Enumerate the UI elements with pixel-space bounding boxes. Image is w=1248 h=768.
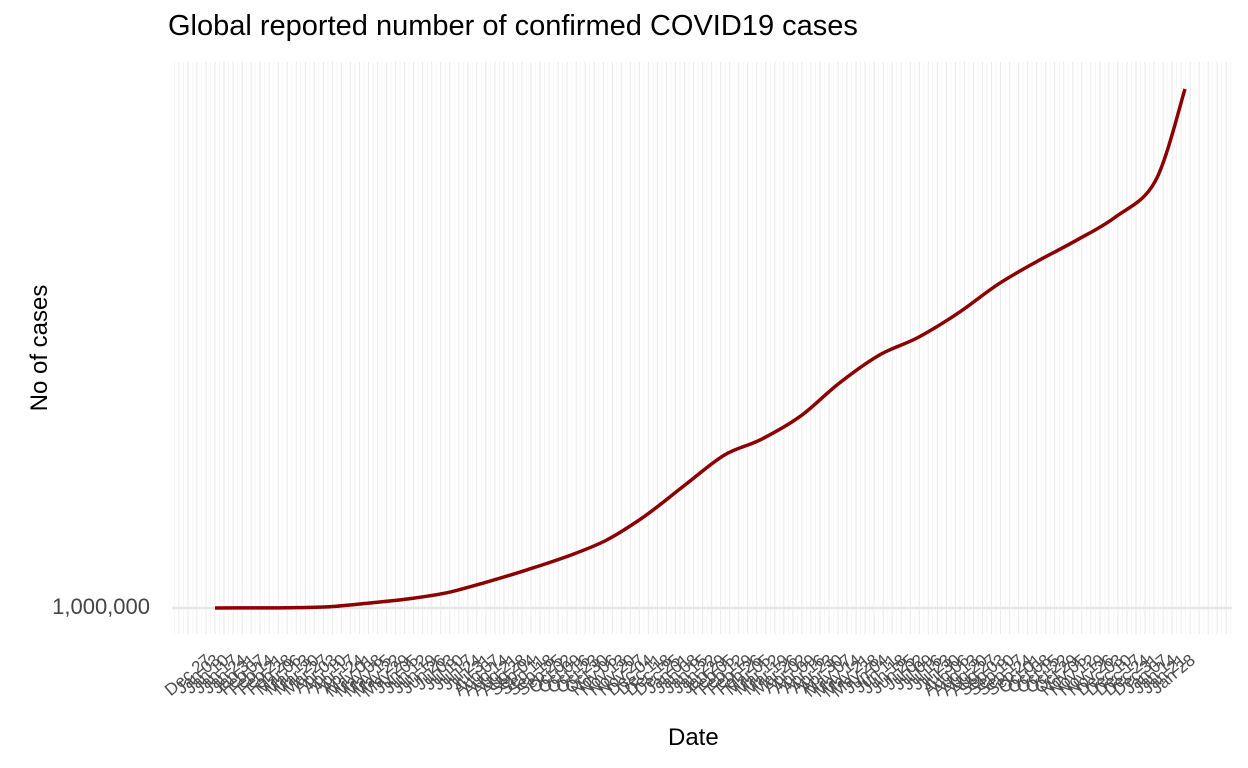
chart-title: Global reported number of confirmed COVI…	[168, 10, 858, 42]
y-axis-title: No of cases	[26, 284, 53, 412]
x-axis-title: Date	[668, 724, 719, 751]
grid	[172, 62, 1232, 634]
series-line	[214, 88, 1187, 610]
y-tick-label: 1,000,000	[52, 594, 150, 619]
